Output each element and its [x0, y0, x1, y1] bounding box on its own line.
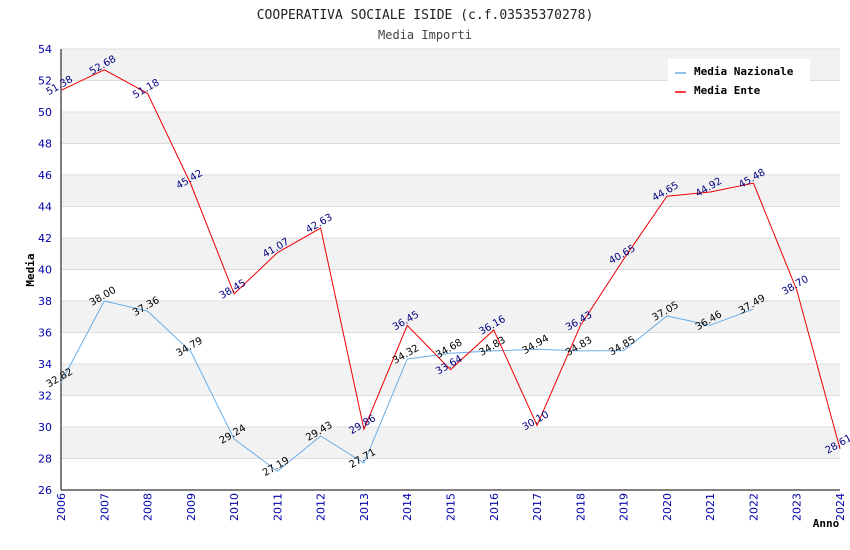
- series-line-media-nazionale: [60, 300, 754, 472]
- x-tick-label: 2015: [445, 493, 458, 521]
- data-label-media-nazionale: 34.79: [174, 335, 204, 359]
- grid-bands: [61, 49, 840, 459]
- x-tick-label: 2008: [142, 493, 155, 521]
- x-axis-label: Anno: [813, 517, 840, 530]
- y-tick-label: 52: [38, 75, 52, 88]
- y-tick-label: 54: [38, 43, 52, 56]
- y-axis-label: Media: [24, 253, 37, 286]
- legend-label-media-ente: Media Ente: [694, 84, 761, 97]
- x-tick-label: 2018: [574, 493, 587, 521]
- legend-box: [668, 59, 810, 103]
- grid-band: [61, 238, 840, 270]
- grid-band: [61, 427, 840, 459]
- data-label-media-ente: 38.70: [780, 274, 810, 298]
- y-tick-label: 36: [38, 327, 52, 340]
- y-tick-label: 26: [38, 484, 52, 497]
- x-tick-label: 2019: [618, 493, 631, 521]
- data-label-media-nazionale: 34.83: [564, 335, 594, 359]
- y-tick-label: 44: [38, 201, 52, 214]
- x-tick-label: 2022: [747, 493, 760, 521]
- y-tick-label: 42: [38, 232, 52, 245]
- y-tick-label: 50: [38, 106, 52, 119]
- x-tick-label: 2021: [704, 493, 717, 521]
- x-tick-label: 2006: [55, 493, 68, 521]
- x-tick-label: 2011: [271, 493, 284, 521]
- y-tick-label: 32: [38, 390, 52, 403]
- x-tick-label: 2023: [791, 493, 804, 521]
- x-tick-label: 2007: [98, 493, 111, 521]
- x-tick-label: 2017: [531, 493, 544, 521]
- y-tick-label: 34: [38, 358, 52, 371]
- x-tick-label: 2020: [661, 493, 674, 521]
- data-label-media-nazionale: 34.83: [477, 335, 507, 359]
- legend-label-media-nazionale: Media Nazionale: [694, 65, 794, 78]
- x-axis-ticks: 2006 2007 2008 2009 2010 2011 2012 2013 2014 2015…: [55, 493, 847, 521]
- y-tick-label: 40: [38, 264, 52, 277]
- y-tick-label: 48: [38, 138, 52, 151]
- x-tick-label: 2016: [488, 493, 501, 521]
- x-tick-label: 2012: [315, 493, 328, 521]
- legend: Media Nazionale Media Ente: [668, 59, 810, 103]
- grid-band: [61, 301, 840, 333]
- data-label-media-nazionale: 34.94: [521, 333, 551, 357]
- y-axis-ticks: 26 28 30 32 34 36 38 40 42 44 46 48 50 52 54: [38, 43, 52, 497]
- data-label-media-ente: 42.63: [304, 212, 334, 236]
- y-tick-label: 38: [38, 295, 52, 308]
- x-tick-label: 2014: [401, 493, 414, 521]
- grid-band: [61, 112, 840, 144]
- grid-band: [61, 175, 840, 207]
- x-tick-label: 2024: [834, 493, 847, 521]
- y-tick-label: 28: [38, 453, 52, 466]
- data-label-media-ente: 38.45: [218, 278, 248, 302]
- series-line-media-ente: [60, 69, 841, 450]
- data-label-media-nazionale: 34.85: [607, 335, 637, 359]
- x-tick-label: 2010: [228, 493, 241, 521]
- x-tick-label: 2009: [185, 493, 198, 521]
- chart-subtitle: Media Importi: [378, 28, 472, 42]
- y-tick-label: 46: [38, 169, 52, 182]
- y-tick-label: 30: [38, 421, 52, 434]
- series-group: [60, 69, 841, 472]
- chart-title: COOPERATIVA SOCIALE ISIDE (c.f.035353702…: [257, 8, 594, 23]
- x-tick-label: 2013: [358, 493, 371, 521]
